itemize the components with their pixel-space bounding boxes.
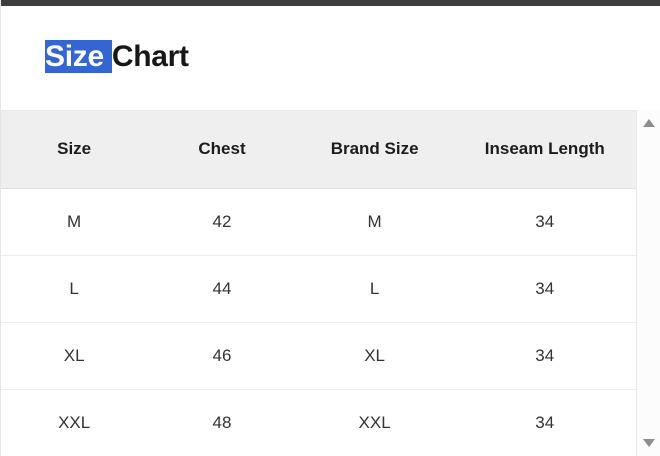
scroll-up-button[interactable] xyxy=(637,110,660,136)
cell-chest: 46 xyxy=(147,322,297,390)
cell-size: XL xyxy=(1,322,148,390)
cell-brand-size: XXL xyxy=(296,389,453,456)
cell-size: L xyxy=(1,255,148,323)
size-table: Size Chest Brand Size Inseam Length M 42… xyxy=(1,111,637,456)
size-table-container: Size Chest Brand Size Inseam Length M 42… xyxy=(1,110,637,456)
header-row: Size Chest Brand Size Inseam Length xyxy=(1,111,637,189)
scroll-down-arrow-icon xyxy=(642,439,655,447)
table-row: M 42 M 34 xyxy=(1,188,637,256)
window-top-bar xyxy=(1,0,660,6)
cell-chest: 42 xyxy=(147,188,297,256)
cell-brand-size: L xyxy=(296,255,453,323)
table-row: L 44 L 34 xyxy=(1,255,637,323)
cell-inseam-length: 34 xyxy=(452,389,637,456)
page-title-rest-text: Chart xyxy=(111,40,189,73)
size-table-body: M 42 M 34 L 44 L 34 XL 46 XL 34 xyxy=(1,188,637,456)
column-header-inseam-length: Inseam Length xyxy=(452,111,637,189)
cell-inseam-length: 34 xyxy=(452,322,637,390)
cell-inseam-length: 34 xyxy=(452,188,637,256)
vertical-scrollbar[interactable] xyxy=(636,110,660,456)
title-area: Size Chart xyxy=(1,6,660,110)
size-table-header: Size Chest Brand Size Inseam Length xyxy=(1,111,637,189)
column-header-brand-size: Brand Size xyxy=(296,111,453,189)
scroll-up-arrow-icon xyxy=(642,119,655,127)
cell-brand-size: M xyxy=(296,188,453,256)
page-title-selected-text: Size xyxy=(45,40,112,73)
scroll-down-button[interactable] xyxy=(637,430,660,456)
cell-size: M xyxy=(1,188,148,256)
cell-inseam-length: 34 xyxy=(452,255,637,323)
column-header-chest: Chest xyxy=(147,111,297,189)
column-header-size: Size xyxy=(1,111,148,189)
table-row: XL 46 XL 34 xyxy=(1,322,637,390)
table-row: XXL 48 XXL 34 xyxy=(1,389,637,456)
page-title: Size Chart xyxy=(45,38,189,76)
cell-chest: 48 xyxy=(147,389,297,456)
cell-size: XXL xyxy=(1,389,148,456)
cell-chest: 44 xyxy=(147,255,297,323)
cell-brand-size: XL xyxy=(296,322,453,390)
